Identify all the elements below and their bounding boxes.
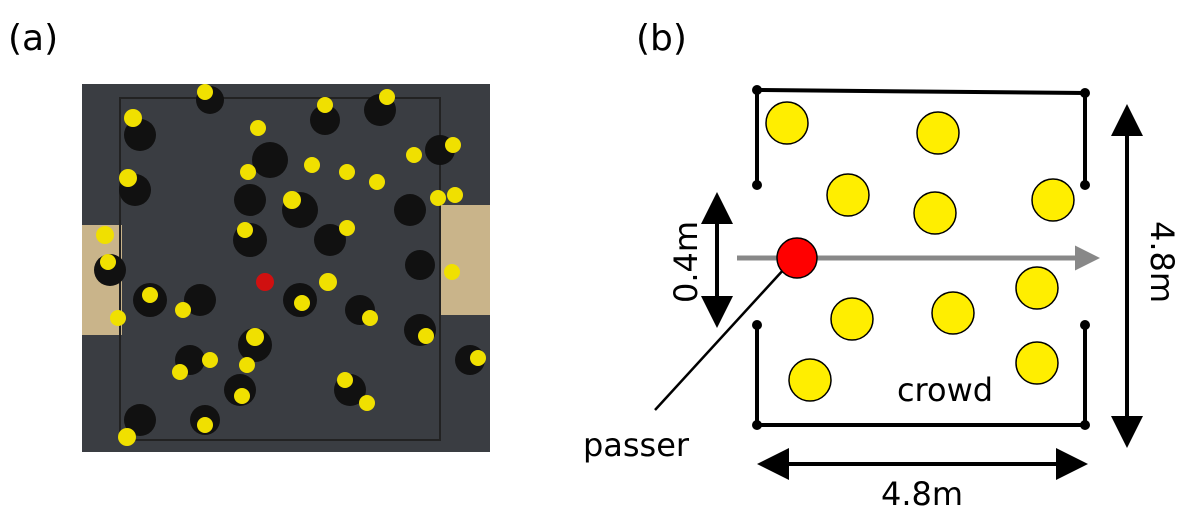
panel-label: (a) <box>8 18 58 59</box>
height-label: 4.8m <box>1143 221 1178 303</box>
gap-label: 0.4m <box>667 221 705 303</box>
figure: (a) (b) <box>0 0 1178 511</box>
crowd-label: crowd <box>897 371 993 409</box>
photo <box>82 84 490 452</box>
width-label: 4.8m <box>881 475 963 511</box>
panel-label: (b) <box>636 18 687 59</box>
passer-label: passer <box>583 426 690 464</box>
diagram <box>655 85 1127 464</box>
